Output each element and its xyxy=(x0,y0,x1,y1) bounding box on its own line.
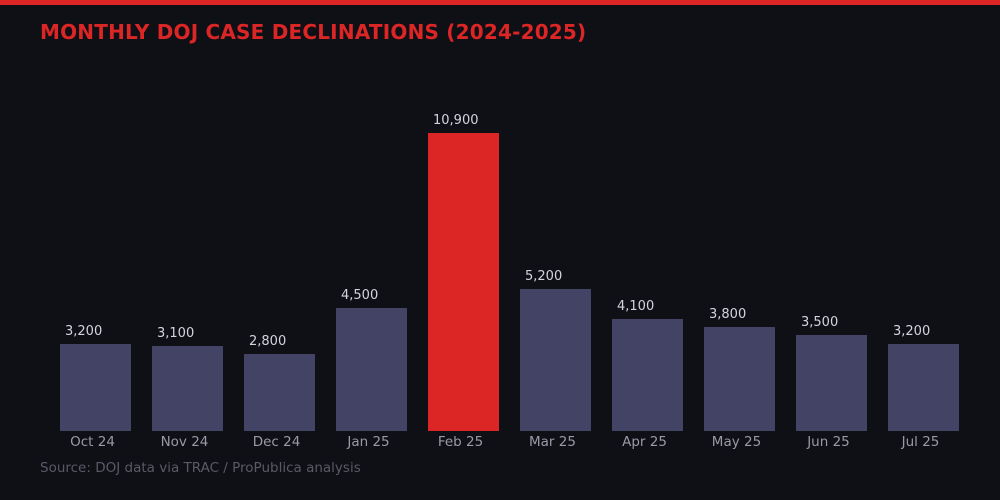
value-label: 3,100 xyxy=(157,326,195,342)
x-tick-label: Feb 25 xyxy=(437,434,484,450)
x-tick-label: Apr 25 xyxy=(622,434,667,450)
bar-feb-25 xyxy=(428,133,499,431)
x-tick-label: May 25 xyxy=(711,434,762,450)
value-label: 10,900 xyxy=(433,113,479,128)
bar-oct-24 xyxy=(60,343,131,431)
value-label: 4,100 xyxy=(617,298,655,314)
bar-nov-24 xyxy=(152,346,223,431)
value-label: 2,800 xyxy=(249,334,287,350)
bar-apr-25 xyxy=(612,318,683,431)
bar-jun-25 xyxy=(796,335,867,431)
value-label: 3,200 xyxy=(65,323,103,339)
x-tick-label: Nov 24 xyxy=(160,434,209,450)
value-label: 5,200 xyxy=(525,268,563,284)
value-label: 3,800 xyxy=(709,307,747,323)
value-label: 3,200 xyxy=(893,323,931,339)
bar-may-25 xyxy=(704,327,775,431)
x-tick-label: Mar 25 xyxy=(529,434,576,450)
value-label: 3,500 xyxy=(801,315,839,331)
top-accent-bar xyxy=(0,0,1000,5)
chart-title: MONTHLY DOJ CASE DECLINATIONS (2024-2025… xyxy=(40,20,587,44)
x-tick-label: Jul 25 xyxy=(901,434,940,450)
x-tick-label: Dec 24 xyxy=(252,434,301,450)
x-tick-label: Oct 24 xyxy=(70,434,115,450)
bar-dec-24 xyxy=(244,354,315,431)
x-tick-label: Jun 25 xyxy=(807,434,850,450)
x-tick-label: Jan 25 xyxy=(347,434,390,450)
bar-mar-25 xyxy=(520,288,591,431)
value-label: 4,500 xyxy=(341,287,379,303)
source-note: Source: DOJ data via TRAC / ProPublica a… xyxy=(40,460,361,476)
bar-jul-25 xyxy=(888,343,959,431)
bar-jan-25 xyxy=(336,307,407,431)
